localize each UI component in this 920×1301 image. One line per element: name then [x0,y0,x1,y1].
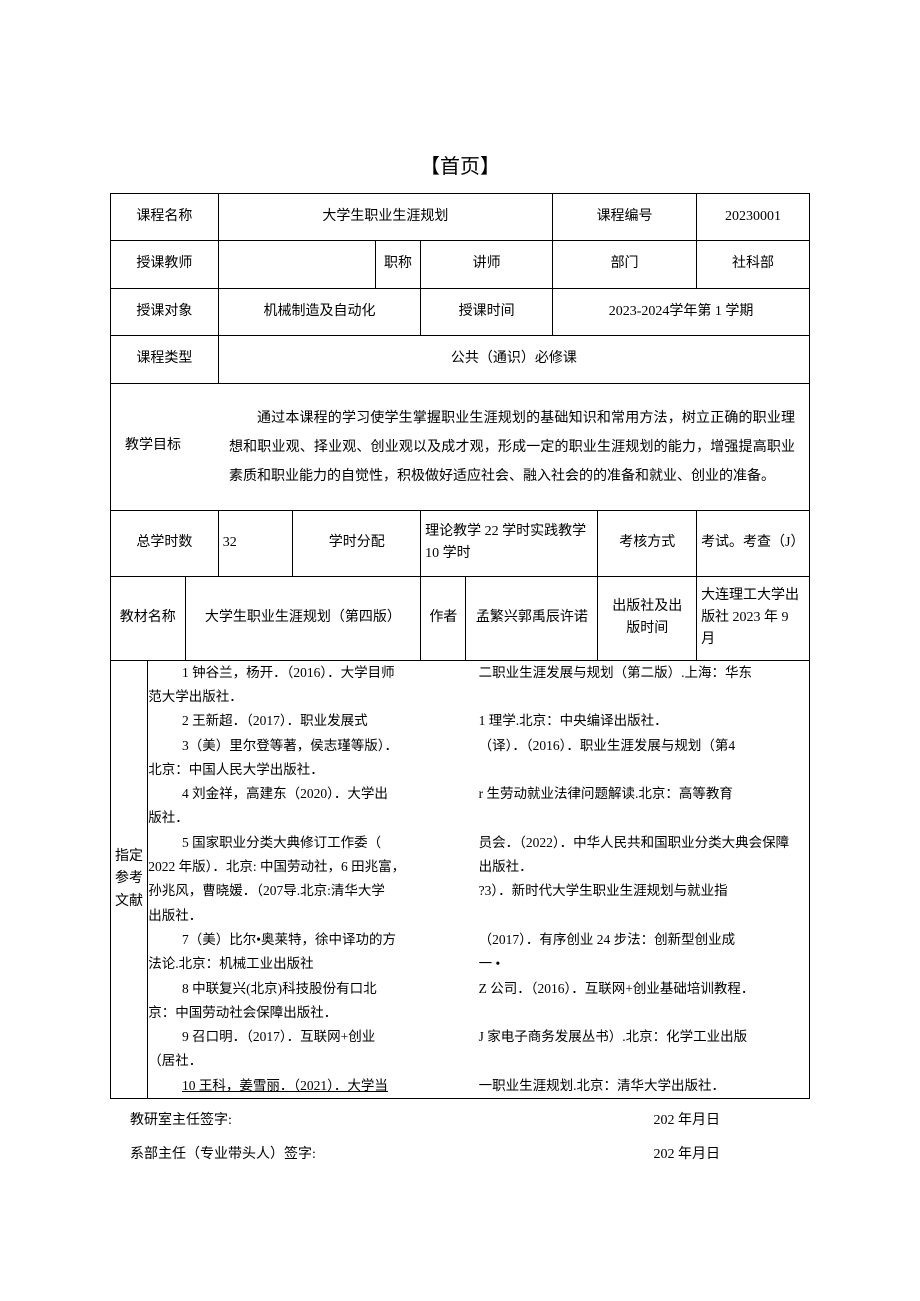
rank-value: 讲师 [421,241,552,287]
refs-left-column: 1 钟谷兰，杨开．（2016）．大学目师范大学出版社．2 王新超．（2017）．… [148,661,478,1098]
refs-right-column: 二职业生涯发展与规划（第二版）.上海：华东 1 理学.北京：中央编译出版社．（译… [479,661,809,1098]
ref-line: 二职业生涯发展与规划（第二版）.上海：华东 [479,661,809,685]
ref-line: 孙兆风，曹晓媛．（207导.北京:清华大学 [148,879,478,903]
ref-line: 一 • [479,952,809,976]
audience-label: 授课对象 [111,289,218,335]
ref-line: 8 中联复兴(北京)科技股份有口北 [148,977,478,1001]
ref-line: ?3）．新时代大学生职业生涯规划与就业指 [479,879,809,903]
teacher-value [219,253,375,277]
teacher-label: 授课教师 [111,241,218,287]
ref-line: （居社． [148,1049,478,1073]
assess-label: 考核方式 [598,520,696,566]
ref-line: 法论.北京：机械工业出版社 [148,952,478,976]
goal-label: 教学目标 [111,384,215,510]
page-title: 【首页】 [110,150,810,179]
table-row: 课程名称 大学生职业生涯规划 课程编号 20230001 [111,194,810,241]
ref-line [479,1049,809,1073]
ref-line: J 家电子商务发展丛书）.北京：化学工业出版 [479,1025,809,1049]
alloc-value: 理论教学 22 学时实践教学 10 学时 [421,511,597,576]
ref-line: 版社． [148,806,478,830]
type-label: 课程类型 [111,336,218,382]
table-row: 授课教师 职称 讲师 部门 社科部 [111,241,810,288]
dept-label: 部门 [553,241,696,287]
ref-line: 9 召口明．（2017）．互联网+创业 [148,1025,478,1049]
course-name-value: 大学生职业生涯规划 [219,194,552,240]
textbook-name-label: 教材名称 [111,595,185,641]
ref-line: 10 王科，姜雪丽．（2021）．大学当 [148,1074,478,1098]
sig1-right: 202 年月日 [654,1109,811,1129]
textbook-author-label: 作者 [421,595,465,641]
course-code-value: 20230001 [697,194,809,240]
goal-text: 通过本课程的学习使学生掌握职业生涯规划的基础知识和常用方法，树立正确的职业理想和… [215,384,809,510]
table-row: 授课对象 机械制造及自动化 授课时间 2023-2024学年第 1 学期 [111,288,810,335]
total-hours-value: 32 [219,520,293,566]
ref-line: 5 国家职业分类大典修订工作委（ [148,831,478,855]
ref-line: 一职业生涯规划.北京：清华大学出版社． [479,1074,809,1098]
ref-line [479,1001,809,1025]
audience-value: 机械制造及自动化 [219,289,420,335]
signature-row-2: 系部主任（专业带头人）签字: 202 年月日 [110,1133,810,1167]
ref-line: （2017）．有序创业 24 步法：创新型创业成 [479,928,809,952]
ref-line [479,758,809,782]
signature-row-1: 教研室主任签字: 202 年月日 [110,1099,810,1133]
textbook-pub-label: 出版社及出版时间 [598,584,696,653]
course-name-label: 课程名称 [111,194,218,240]
refs-label: 指定参考文献 [111,840,147,919]
ref-line: 北京：中国人民大学出版社． [148,758,478,782]
sig2-right: 202 年月日 [654,1143,811,1163]
textbook-author-value: 孟繁兴郭禹辰许诺 [466,595,597,641]
dept-value: 社科部 [697,241,809,287]
table-row: 教材名称 大学生职业生涯规划（第四版） 作者 孟繁兴郭禹辰许诺 出版社及出版时间… [111,576,810,660]
ref-line: Z 公司．（2016）．互联网+创业基础培训教程． [479,977,809,1001]
course-form-table: 课程名称 大学生职业生涯规划 课程编号 20230001 授课教师 职称 讲师 … [110,193,810,1099]
table-row: 课程类型 公共（通识）必修课 [111,336,810,383]
table-row: 总学时数 32 学时分配 理论教学 22 学时实践教学 10 学时 考核方式 考… [111,510,810,576]
ref-line: （译）．（2016）．职业生涯发展与规划（第4 [479,734,809,758]
textbook-name-value: 大学生职业生涯规划（第四版） [186,595,421,641]
ref-line: 4 刘金祥，高建东（2020）．大学出 [148,782,478,806]
ref-line: 京：中国劳动社会保障出版社． [148,1001,478,1025]
ref-line: 1 钟谷兰，杨开．（2016）．大学目师 [148,661,478,685]
ref-line [479,904,809,928]
ref-line [479,685,809,709]
ref-line [479,806,809,830]
assess-value: 考试。考查（J） [697,520,809,566]
ref-line: 2022 年版）．北京: 中国劳动社，6 田兆富， [148,855,478,879]
ref-line: 范大学出版社． [148,685,478,709]
ref-line: 3（美）里尔登等著，侯志瑾等版）． [148,734,478,758]
table-row: 教学目标 通过本课程的学习使学生掌握职业生涯规划的基础知识和常用方法，树立正确的… [111,383,810,510]
sig1-left: 教研室主任签字: [130,1109,232,1129]
course-code-label: 课程编号 [553,194,696,240]
ref-line: 出版社． [479,855,809,879]
rank-label: 职称 [376,241,420,287]
sig2-left: 系部主任（专业带头人）签字: [130,1143,316,1163]
ref-line: 1 理学.北京：中央编译出版社． [479,709,809,733]
ref-line: 2 王新超．（2017）．职业发展式 [148,709,478,733]
page: 【首页】 课程名称 大学生职业生涯规划 课程编号 20230001 授课教师 职… [0,0,920,1207]
ref-line: 出版社． [148,904,478,928]
type-value: 公共（通识）必修课 [219,336,809,382]
total-hours-label: 总学时数 [111,520,218,566]
ref-line: r 生劳动就业法律问题解读.北京：高等教育 [479,782,809,806]
refs-content: 1 钟谷兰，杨开．（2016）．大学目师范大学出版社．2 王新超．（2017）．… [148,661,809,1098]
time-label: 授课时间 [421,289,552,335]
table-row: 指定参考文献 1 钟谷兰，杨开．（2016）．大学目师范大学出版社．2 王新超．… [111,660,810,1098]
ref-line: 员会．（2022）．中华人民共和国职业分类大典会保障 [479,831,809,855]
ref-line: 7（美）比尔•奥莱特，徐中译功的方 [148,928,478,952]
textbook-pub-value: 大连理工大学出版社 2023 年 9 月 [697,577,809,660]
time-value: 2023-2024学年第 1 学期 [553,289,809,335]
alloc-label: 学时分配 [293,520,420,566]
